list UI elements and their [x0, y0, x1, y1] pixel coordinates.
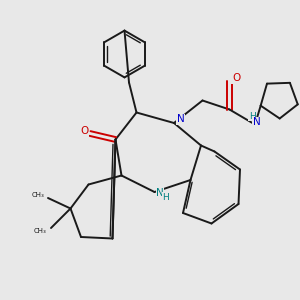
Text: O: O — [80, 126, 89, 136]
Text: H: H — [163, 193, 169, 202]
Text: CH₃: CH₃ — [34, 228, 47, 234]
Text: N: N — [156, 188, 164, 198]
Text: O: O — [232, 73, 240, 83]
Text: H: H — [249, 112, 255, 121]
Text: N: N — [177, 114, 184, 124]
Text: CH₃: CH₃ — [31, 192, 44, 198]
Text: N: N — [253, 117, 260, 127]
